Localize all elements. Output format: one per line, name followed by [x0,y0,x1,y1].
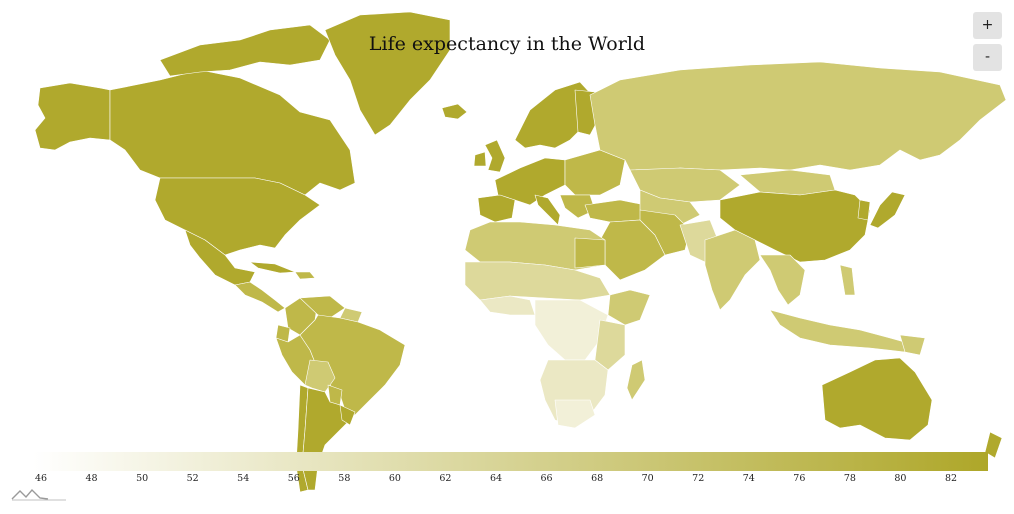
italy[interactable] [534,194,561,226]
iceland[interactable] [441,103,468,120]
philippines[interactable] [839,264,856,296]
central-america[interactable] [234,281,286,313]
southeast-asia[interactable] [759,254,806,306]
legend-tick-label: 50 [136,473,149,484]
legend-tick-label: 76 [793,473,806,484]
heat-legend-ticks: 46 48 50 52 54 56 58 60 62 64 66 68 70 72 74 76 78 80 82 [0,473,1014,487]
balkans[interactable] [559,194,596,219]
japan[interactable] [869,191,906,229]
india[interactable] [704,229,761,311]
legend-tick-label: 56 [287,473,300,484]
uruguay[interactable] [339,404,356,426]
eastern-europe[interactable] [564,149,626,196]
legend-tick-label: 62 [439,473,452,484]
brazil[interactable] [299,314,406,416]
map-title: Life expectancy in the World [368,33,646,55]
papua-new-guinea[interactable] [899,334,926,356]
legend-tick-label: 46 [34,473,48,484]
venezuela[interactable] [299,295,346,319]
turkey[interactable] [584,199,646,223]
legend-tick-label: 80 [894,473,907,484]
sahel[interactable] [464,261,611,301]
legend-tick-label: 78 [843,473,856,484]
madagascar[interactable] [626,359,646,401]
legend-tick-label: 58 [338,473,351,484]
usa[interactable] [154,177,321,256]
legend-tick-label: 82 [944,473,958,484]
ireland[interactable] [473,151,487,167]
hispaniola[interactable] [294,271,316,280]
zoom-in-button[interactable]: + [973,12,1002,39]
heat-legend-bar [33,452,988,471]
canada-islands[interactable] [159,24,331,77]
cuba[interactable] [249,261,296,274]
alaska[interactable] [34,82,111,151]
legend-tick-label: 52 [186,473,199,484]
legend-tick-label: 64 [489,473,503,484]
legend-tick-label: 72 [692,473,705,484]
legend-tick-label: 70 [641,473,654,484]
horn-of-africa[interactable] [607,289,651,326]
amcharts-logo[interactable] [10,485,68,505]
iberia[interactable] [477,194,516,223]
legend-tick-label: 60 [388,473,401,484]
canada[interactable] [109,69,356,196]
legend-tick-label: 48 [85,473,98,484]
new-zealand[interactable] [984,431,1003,459]
zoom-out-button[interactable]: - [973,44,1002,71]
uk[interactable] [484,139,506,173]
east-africa[interactable] [594,319,626,371]
australia[interactable] [821,357,933,441]
legend-tick-label: 68 [591,473,604,484]
legend-tick-label: 74 [742,473,755,484]
west-africa[interactable] [479,295,536,316]
korea[interactable] [857,199,871,221]
egypt[interactable] [574,237,606,269]
greenland[interactable] [324,11,451,136]
legend-tick-label: 66 [540,473,553,484]
legend-tick-label: 54 [237,473,250,484]
iran[interactable] [639,209,691,256]
russia[interactable] [589,61,1007,176]
south-africa[interactable] [554,399,596,429]
mongolia[interactable] [739,169,836,196]
indonesia[interactable] [769,309,916,353]
